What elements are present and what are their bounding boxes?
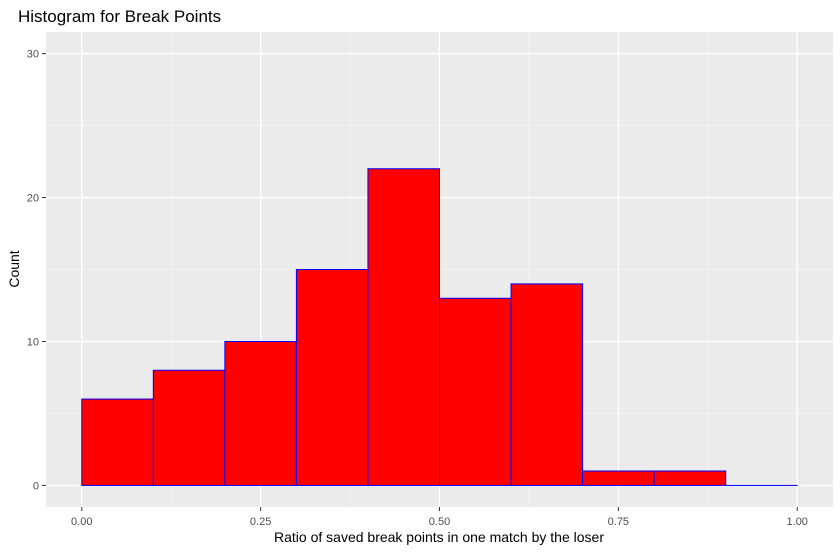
y-axis-label: Count	[6, 250, 22, 287]
x-axis-ticks: 0.00 0.25 0.50 0.75 1.00	[71, 507, 808, 528]
y-tick-label: 0	[33, 480, 39, 492]
x-tick-label: 0.25	[250, 516, 271, 528]
y-tick-label: 30	[27, 49, 39, 61]
y-tick-label: 10	[27, 336, 39, 348]
histogram-bar	[439, 297, 512, 486]
histogram-bar	[152, 369, 226, 486]
x-tick-label: 0.00	[71, 516, 92, 528]
x-tick-label: 0.75	[608, 516, 629, 528]
histogram-bar	[653, 470, 727, 486]
histogram-bar	[224, 340, 297, 486]
histogram-bar	[81, 398, 154, 486]
x-tick-label: 0.50	[429, 516, 450, 528]
histogram-bar	[295, 269, 369, 486]
histogram-bars	[81, 168, 798, 486]
histogram-bar	[510, 283, 584, 486]
y-axis-ticks: 0 10 20 30	[27, 49, 46, 492]
histogram-bar	[367, 168, 441, 486]
x-axis-label: Ratio of saved break points in one match…	[274, 529, 604, 545]
x-tick-label: 1.00	[787, 516, 808, 528]
histogram-bar	[582, 470, 655, 486]
chart-title: Histogram for Break Points	[18, 7, 221, 26]
y-tick-label: 20	[27, 193, 39, 205]
